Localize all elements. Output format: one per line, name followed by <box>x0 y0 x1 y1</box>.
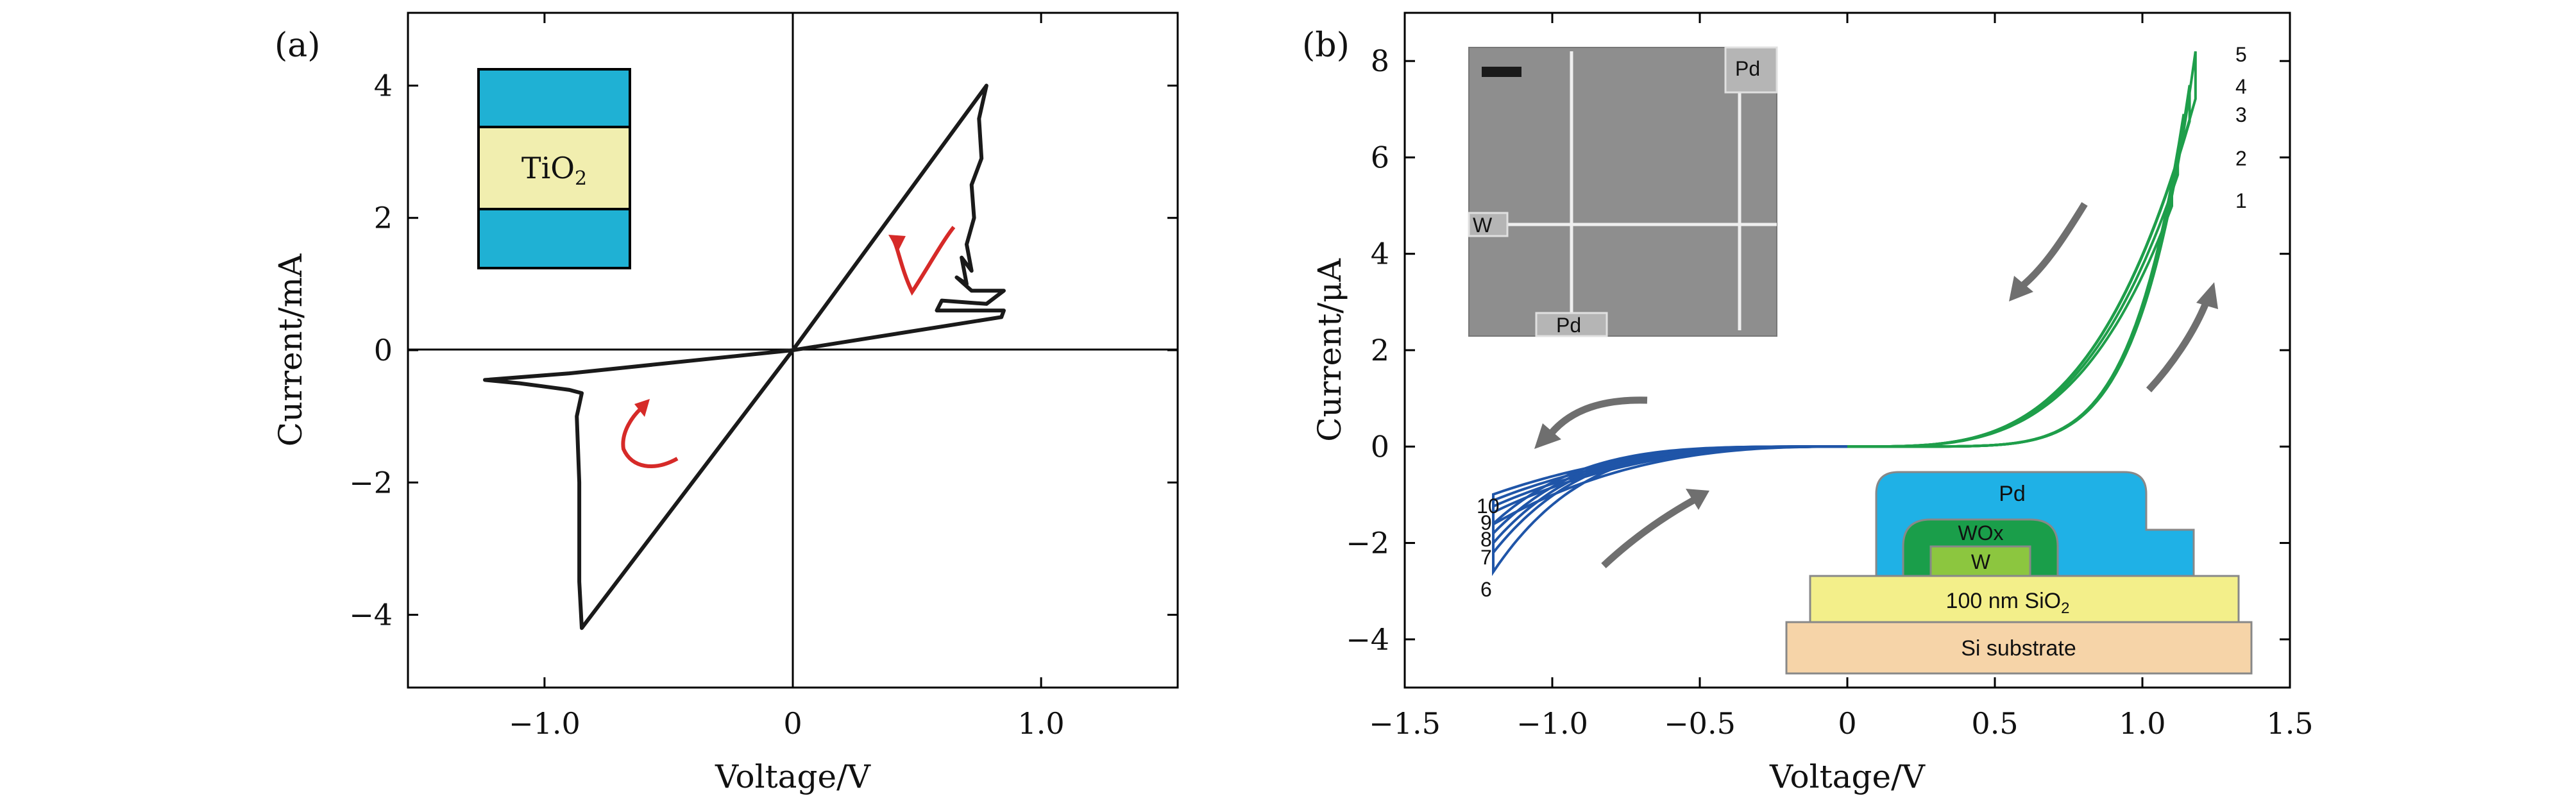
device-label-pd: Pd <box>1999 482 2026 506</box>
panel-b-y-tick-label: 2 <box>1371 333 1389 368</box>
top-electrode-layer <box>477 68 631 128</box>
panel-a-y-axis-label: Current/mA <box>272 253 309 446</box>
panel-b-arrowheads <box>1534 276 2218 510</box>
panel-a-ticks: −1.0 0 1.0 −4 −2 0 2 4 <box>349 13 1178 741</box>
panel-b-sem-inset: Pd W Pd <box>1468 46 1778 337</box>
panel-b-sweep-arrows <box>1548 202 2210 569</box>
panel-a-arrow-lower <box>621 399 679 468</box>
panel-b-ticks: −1.5 −1.0 −0.5 0 0.5 1.0 1.5 −4 −2 0 2 4 6 8 <box>1346 13 2314 741</box>
scale-bar <box>1482 67 1521 77</box>
arrow-up-right-stroke <box>1601 497 1695 569</box>
arrow-up-stroke <box>2146 300 2210 393</box>
curve-label-3: 3 <box>2235 103 2247 126</box>
sem-w-pad <box>1468 212 1509 237</box>
tio2-layer <box>477 126 631 210</box>
panel-b-x-axis-label: Voltage/V <box>1769 758 1926 795</box>
sem-label-pd-top: Pd <box>1735 57 1760 80</box>
panel-b-x-tick-label: −1.5 <box>1369 706 1441 741</box>
arrowhead-up-right <box>1686 489 1709 510</box>
sio2-layer <box>1809 575 2240 623</box>
arrow-upper-head <box>888 235 906 251</box>
curve-label-6: 6 <box>1480 578 1492 601</box>
curve-label-4: 4 <box>2235 75 2247 98</box>
bottom-electrode-layer <box>477 208 631 269</box>
device-label-si-substrate: Si substrate <box>1961 636 2076 661</box>
panel-b-x-tick-label: 0 <box>1838 706 1856 741</box>
curve-label-2: 2 <box>2235 147 2247 170</box>
arrow-lower-stroke <box>621 403 679 468</box>
w-bottom-electrode <box>1929 545 2031 577</box>
panel-b-y-tick-label: 6 <box>1371 140 1389 174</box>
panel-b-x-tick-label: 1.5 <box>2266 706 2313 741</box>
arrowhead-down-left <box>2009 276 2033 301</box>
tio2-label-subscript: 2 <box>575 167 587 190</box>
si-substrate-layer <box>1785 621 2253 675</box>
arrow-left-stroke <box>1548 396 1648 436</box>
panel-a-x-tick-label: 1.0 <box>1018 706 1065 741</box>
device-label-sio2-subscript: 2 <box>2061 600 2069 617</box>
panel-a-layer-inset: TiO2 <box>477 68 631 269</box>
panel-b-x-tick-label: −0.5 <box>1664 706 1736 741</box>
sem-label-w: W <box>1473 214 1493 237</box>
panel-a-y-tick-label: 0 <box>374 333 393 368</box>
device-label-sio2: 100 nm SiO2 <box>1946 589 2070 617</box>
panel-b: (b) −1.5 −1.0 −0.5 0 0.5 1.0 1.5 −4 −2 0 2 4 6 8 Pd W… <box>1302 12 2314 795</box>
sem-pd-pad-top <box>1724 46 1778 94</box>
panel-a-y-tick-label: −2 <box>349 465 393 500</box>
panel-b-y-tick-label: 4 <box>1371 237 1389 271</box>
curve-label-10: 10 <box>1477 494 1500 518</box>
panel-b-y-tick-label: −4 <box>1346 622 1389 657</box>
curve-label-7: 7 <box>1480 546 1492 569</box>
panel-a-x-tick-label: −1.0 <box>509 706 580 741</box>
sem-image-border <box>1468 47 1777 337</box>
negative-sweep-curve-6 <box>1492 445 1847 577</box>
negative-sweep-curve-7 <box>1492 445 1847 557</box>
curve-label-1: 1 <box>2235 189 2247 212</box>
panel-b-label: (b) <box>1302 26 1350 65</box>
panel-a-y-tick-label: 2 <box>374 201 393 235</box>
positive-sweep-curve-5 <box>1847 51 2197 448</box>
panel-b-y-tick-label: −2 <box>1346 526 1389 561</box>
panel-a-x-axis-label: Voltage/V <box>715 758 871 795</box>
positive-sweep-curve-1 <box>1847 196 2173 448</box>
panel-b-x-tick-label: 1.0 <box>2119 706 2165 741</box>
tio2-label: TiO2 <box>521 151 587 190</box>
panel-a-iv-curve <box>483 83 1006 630</box>
panel-a-y-tick-label: 4 <box>374 68 393 103</box>
negative-sweep-curve-8 <box>1492 445 1847 546</box>
panel-b-x-tick-label: −1.0 <box>1516 706 1588 741</box>
panel-b-y-tick-label: 8 <box>1371 44 1389 78</box>
panel-a-y-tick-label: −4 <box>349 598 393 632</box>
panel-a-label: (a) <box>275 26 321 65</box>
arrow-down-left-stroke <box>2018 202 2088 291</box>
arrow-lower-head <box>634 399 650 417</box>
panel-a-x-tick-label: 0 <box>783 706 802 741</box>
device-label-wox: WOx <box>1958 521 2003 545</box>
device-label-sio2-main: 100 nm SiO <box>1946 589 2062 613</box>
panel-b-x-tick-label: 0.5 <box>1971 706 2018 741</box>
panel-b-y-tick-label: 0 <box>1371 429 1389 464</box>
device-label-w: W <box>1971 550 1991 573</box>
arrowhead-up <box>2196 282 2218 309</box>
tio2-label-main: TiO <box>521 151 575 185</box>
panel-b-y-axis-label: Current/μA <box>1311 258 1348 441</box>
sem-pd-pad-bottom <box>1535 312 1608 337</box>
arrowhead-left <box>1534 423 1561 449</box>
sem-label-pd-bottom: Pd <box>1556 314 1581 337</box>
sem-image-background <box>1469 47 1777 336</box>
curve-label-8: 8 <box>1480 528 1492 551</box>
panel-a-arrow-upper <box>888 226 956 296</box>
panel-b-curves <box>1492 51 2197 577</box>
curve-label-9: 9 <box>1480 511 1492 534</box>
panel-b-curve-labels: 5 4 3 2 1 10 9 8 7 6 <box>1477 43 2247 601</box>
panel-b-device-inset: Pd WOx W 100 nm SiO2 Si substrate <box>1785 471 2253 675</box>
curve-label-5: 5 <box>2235 43 2247 66</box>
